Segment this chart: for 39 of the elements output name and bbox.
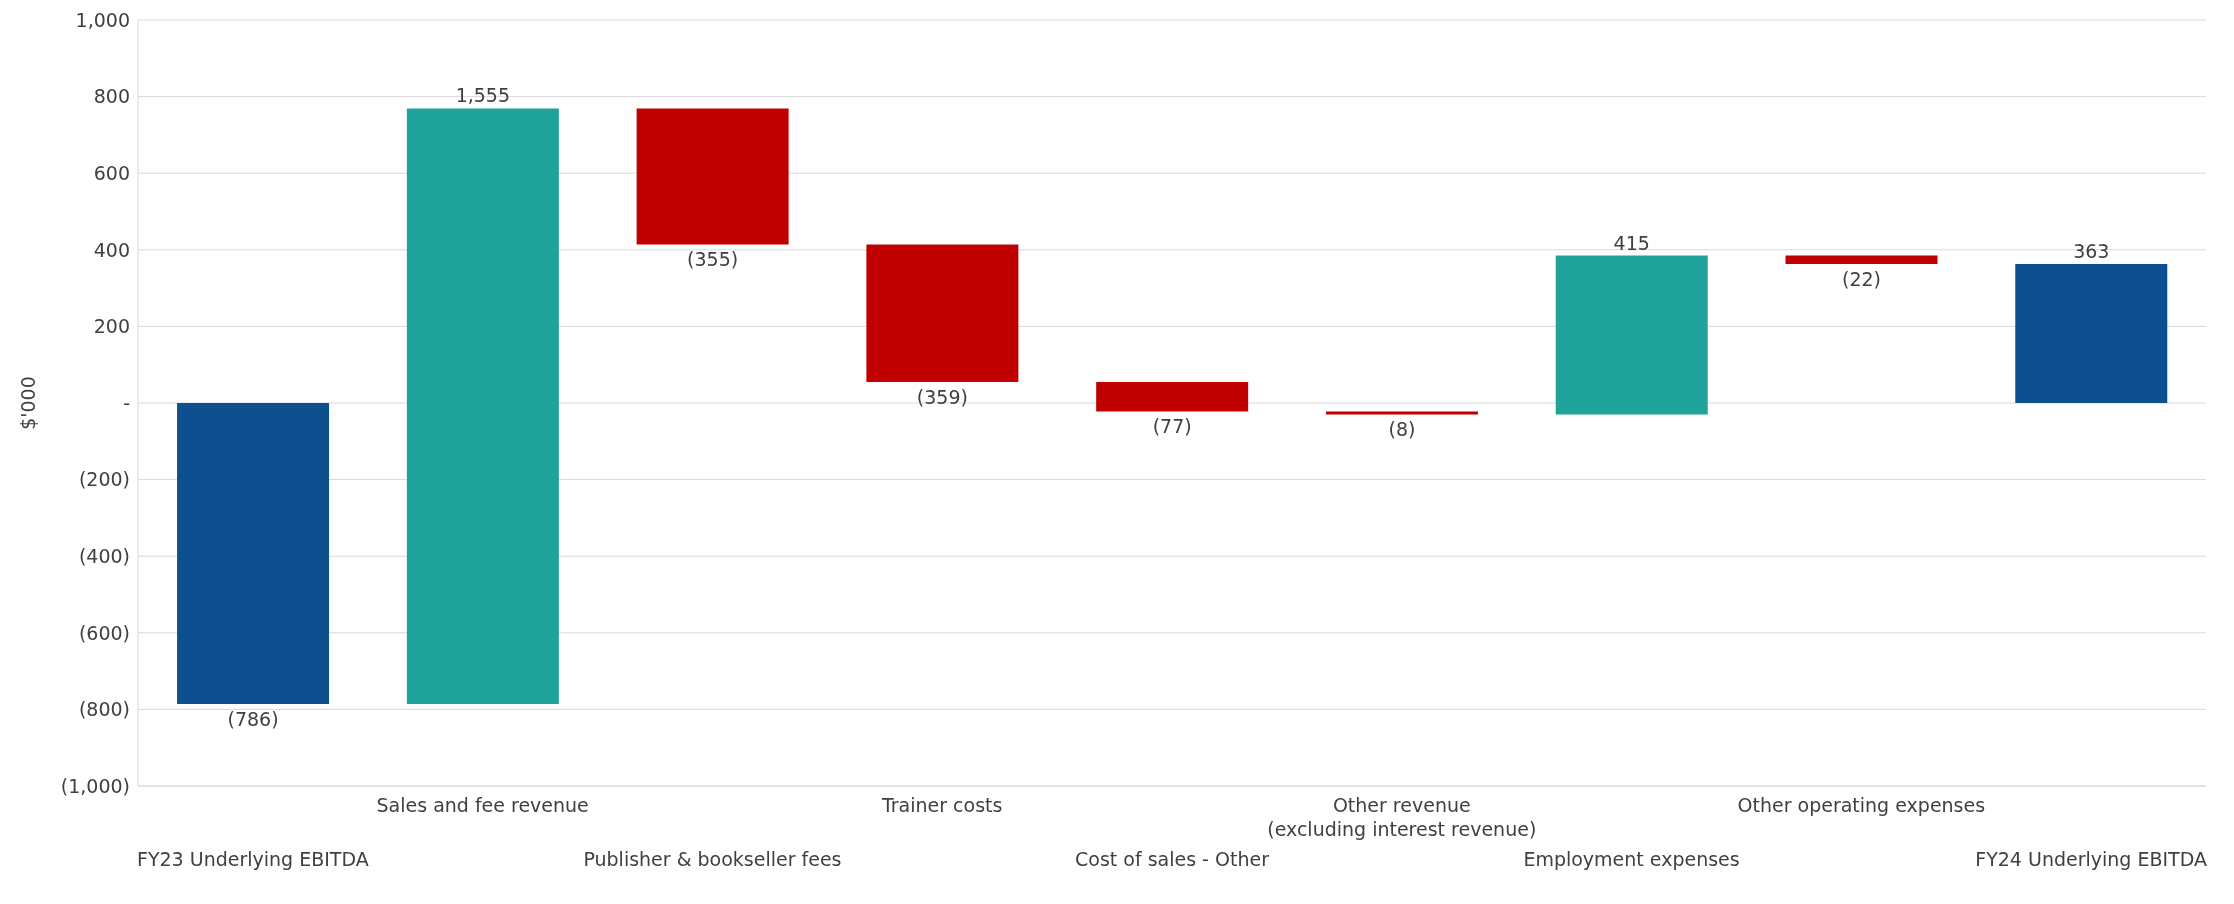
y-tick-label: (600) [78, 621, 130, 644]
x-tick-label: Other revenue (excluding interest revenue) [1267, 794, 1537, 840]
bar [1785, 255, 1938, 264]
y-tick-label: 800 [93, 85, 130, 108]
bar [177, 403, 330, 705]
y-tick-label: 400 [93, 238, 130, 261]
data-label: (355) [687, 248, 739, 271]
data-label: 415 [1613, 231, 1650, 254]
y-tick-label: 200 [93, 315, 130, 338]
bar [406, 108, 559, 705]
y-tick-label: - [123, 391, 130, 414]
y-tick-label: 1,000 [75, 8, 130, 31]
x-tick-label: Sales and fee revenue [376, 794, 589, 816]
bar [1555, 255, 1708, 415]
data-label: (8) [1388, 418, 1416, 441]
data-label: 363 [2073, 239, 2110, 262]
data-label: (786) [227, 708, 279, 731]
y-tick-label: (800) [78, 698, 130, 721]
y-tick-label: (1,000) [60, 774, 130, 797]
bar [1096, 381, 1249, 412]
x-tick-label: Cost of sales - Other [1075, 848, 1270, 870]
y-tick-label: (200) [78, 468, 130, 491]
bar [636, 108, 789, 245]
data-label: (77) [1152, 415, 1192, 438]
bar [2015, 263, 2168, 403]
data-label: (22) [1842, 267, 1882, 290]
x-tick-label: Employment expenses [1523, 848, 1740, 870]
y-axis-title: $'000 [16, 376, 39, 430]
bar [866, 244, 1019, 382]
y-tick-label: 600 [93, 161, 130, 184]
x-tick-label: FY23 Underlying EBITDA [137, 848, 369, 870]
x-tick-label: Other operating expenses [1737, 794, 1986, 816]
data-label: 1,555 [455, 84, 511, 107]
x-tick-label: Publisher & bookseller fees [583, 848, 842, 870]
bar [1325, 411, 1478, 415]
x-tick-label: FY24 Underlying EBITDA [1975, 848, 2207, 870]
y-tick-label: (400) [78, 544, 130, 567]
data-label: (359) [916, 385, 968, 408]
x-tick-label: Trainer costs [881, 794, 1003, 816]
